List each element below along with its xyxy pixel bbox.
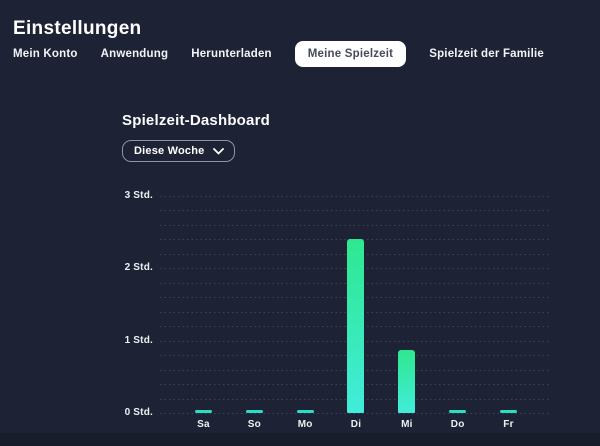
x-axis-label: Mi <box>401 419 413 430</box>
gridline <box>160 413 551 414</box>
chart-bar-mi <box>398 349 416 413</box>
tab-herunterladen[interactable]: Herunterladen <box>191 48 272 60</box>
x-axis-label: So <box>247 419 261 430</box>
chart-bar-di <box>347 239 365 413</box>
chart-bar-mo <box>296 410 314 413</box>
time-range-dropdown[interactable]: Diese Woche <box>122 140 236 162</box>
tab-bar: Mein Konto Anwendung Herunterladen Meine… <box>13 41 544 67</box>
chart-bar-do <box>449 410 467 413</box>
tab-spielzeit-der-familie[interactable]: Spielzeit der Familie <box>429 48 544 60</box>
chart-bar-sa <box>195 410 212 413</box>
dashboard-title: Spielzeit-Dashboard <box>122 112 270 130</box>
x-axis-label: Di <box>350 419 362 430</box>
chevron-down-icon <box>213 147 225 155</box>
gridline <box>160 210 551 211</box>
y-axis-label: 0 Std. <box>124 407 153 418</box>
y-axis-label: 1 Std. <box>124 334 153 346</box>
y-axis-label: 2 Std. <box>124 262 153 273</box>
x-axis-label: Mo <box>297 419 313 430</box>
chart-bar-so <box>245 410 263 413</box>
tab-mein-konto[interactable]: Mein Konto <box>13 48 78 60</box>
tab-meine-spielzeit[interactable]: Meine Spielzeit <box>294 41 407 67</box>
playtime-chart: 0 Std. 1 Std. 2 Std. 3 Std. Sa So Mo Di Mi Do Fr <box>0 185 600 433</box>
x-axis-label: Sa <box>197 419 210 430</box>
chart-bar-fr <box>499 410 517 413</box>
gridline <box>160 224 551 226</box>
time-range-dropdown-label: Diese Woche <box>134 145 205 157</box>
y-axis-label: 3 Std. <box>124 189 153 201</box>
tab-anwendung[interactable]: Anwendung <box>100 48 169 60</box>
x-axis-label: Do <box>450 419 465 430</box>
gridline <box>160 195 551 197</box>
footer-strip <box>0 433 600 446</box>
page-title: Einstellungen <box>13 17 142 39</box>
x-axis-label: Fr <box>503 419 514 430</box>
